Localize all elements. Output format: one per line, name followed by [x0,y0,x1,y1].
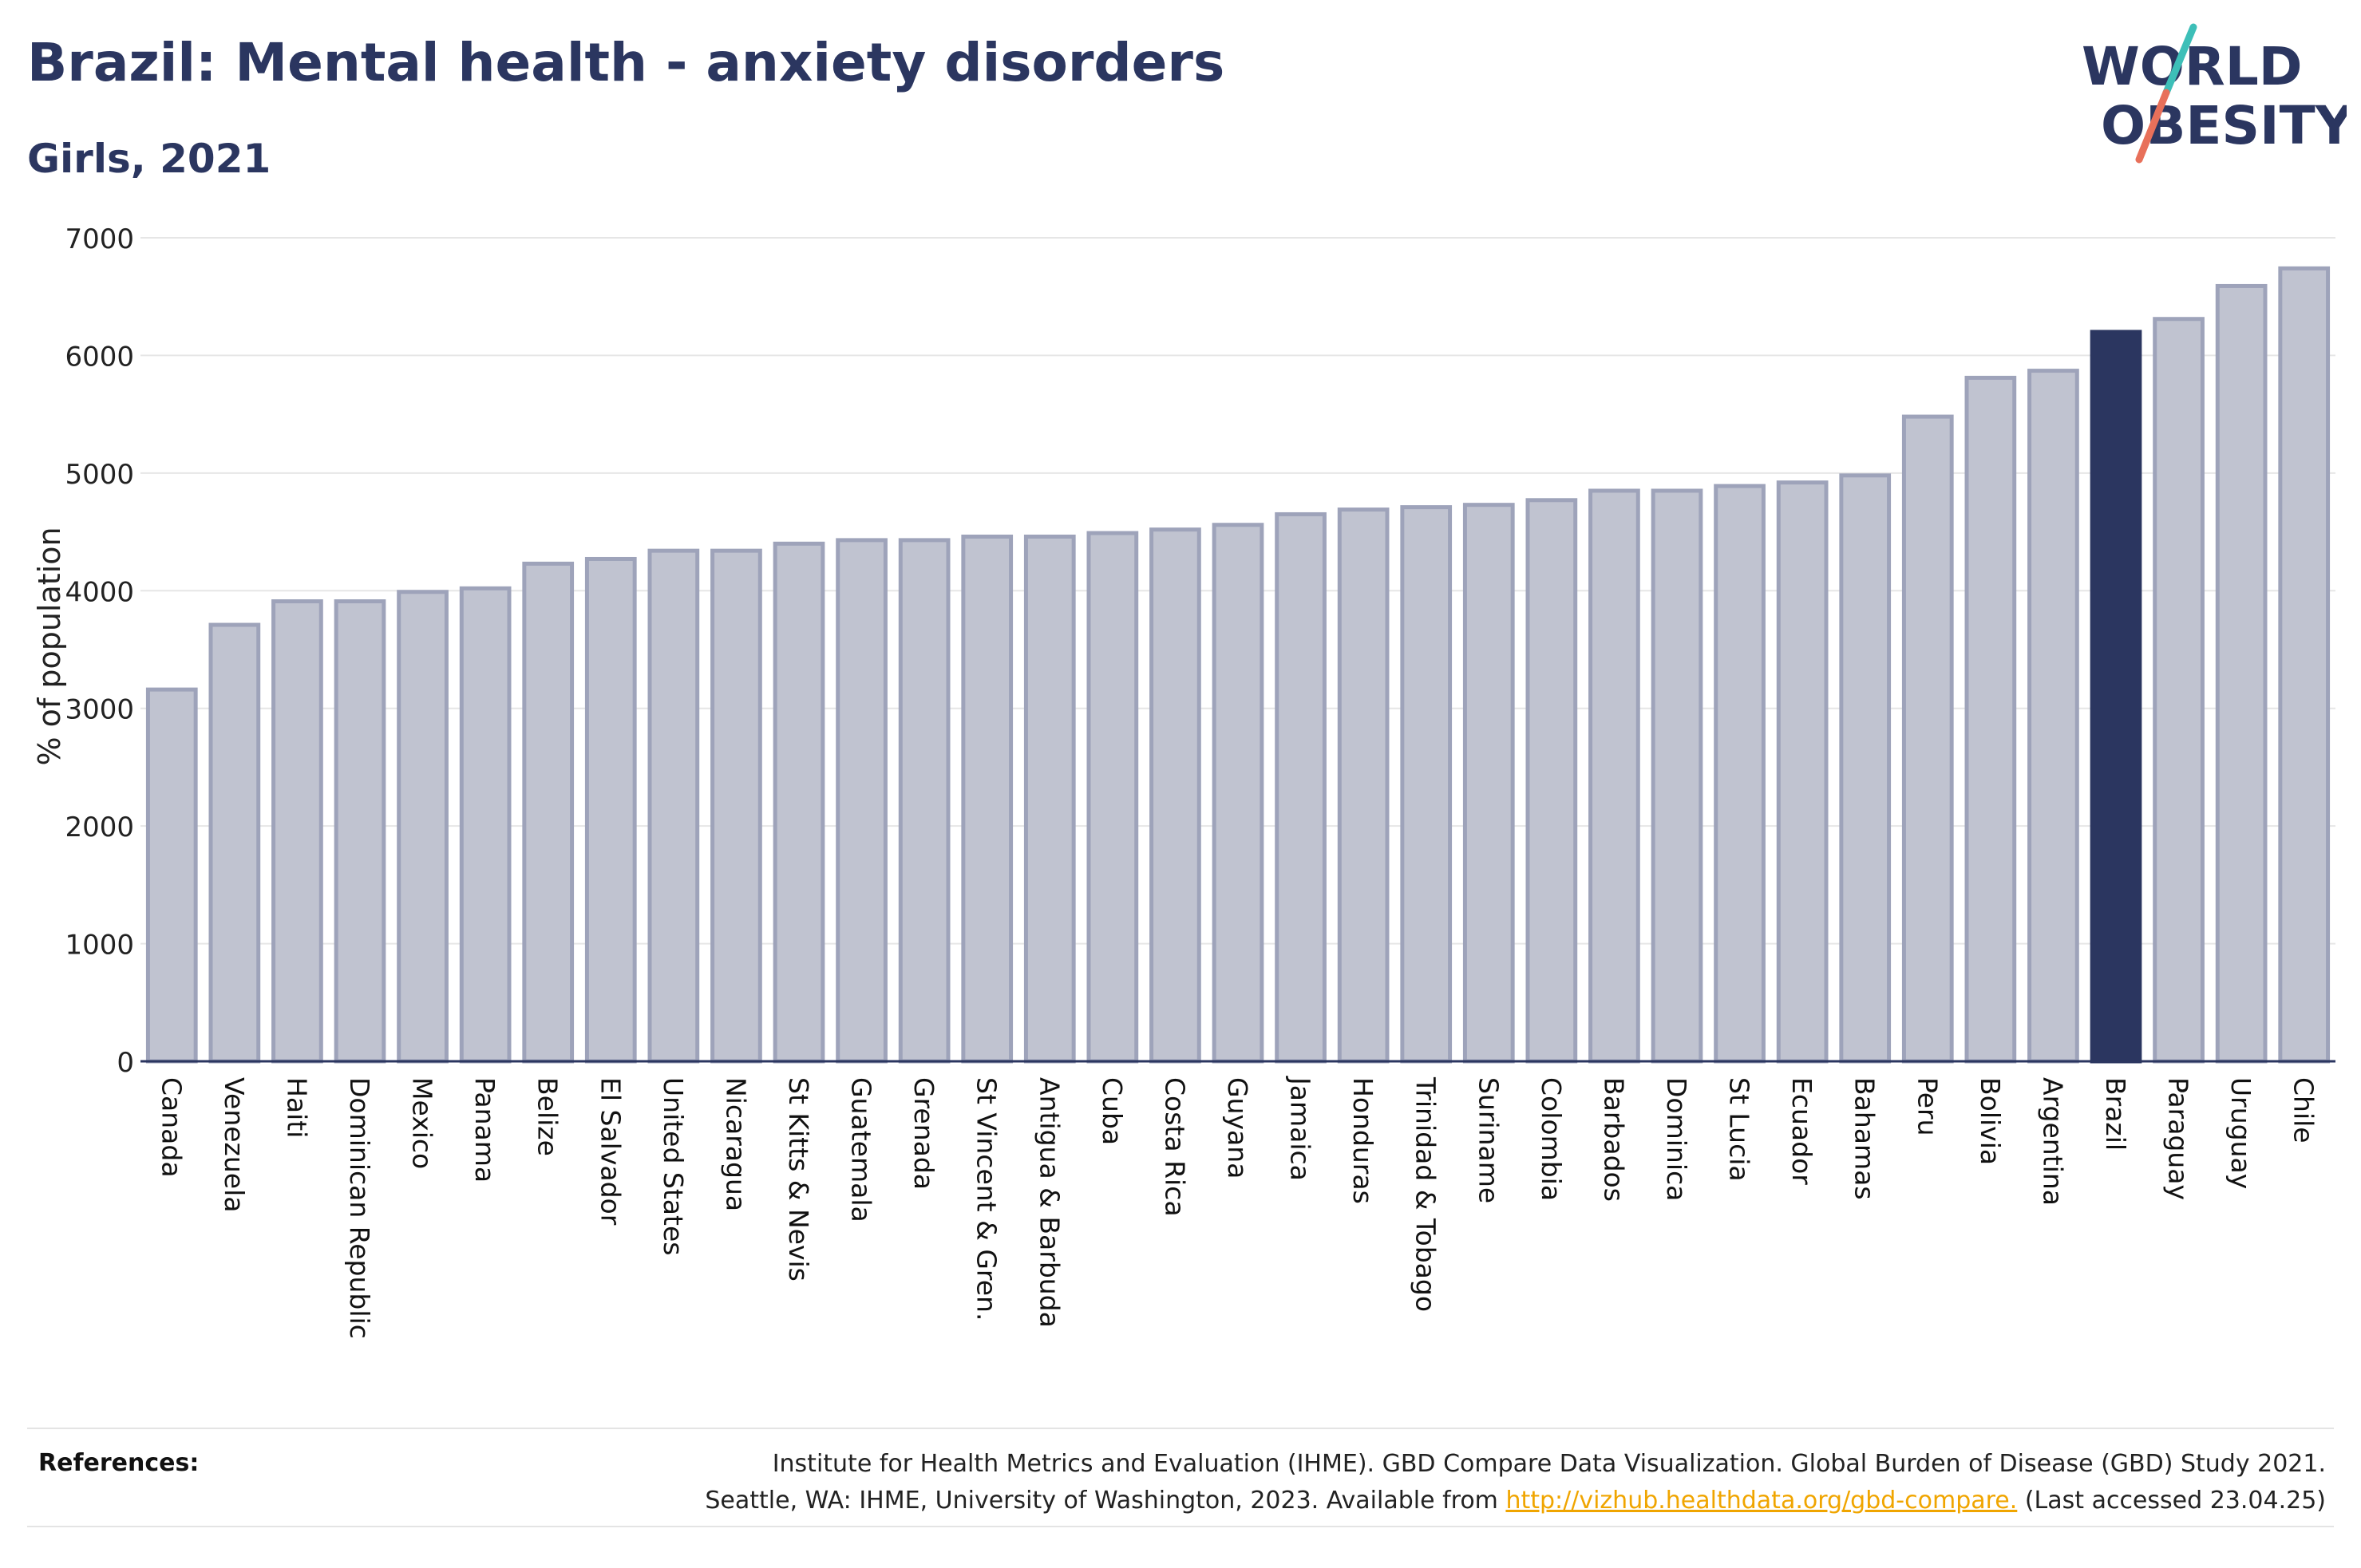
bar-grenada [898,538,951,1064]
bar-st-vincent-gren- [961,534,1014,1064]
x-tick-label: Dominican Republic [344,1077,375,1339]
x-tick-label: Brazil [2100,1077,2131,1151]
x-tick-label: Peru [1912,1077,1943,1136]
x-tick-label: Argentina [2037,1077,2068,1206]
bar-guyana [1212,523,1264,1064]
bar-antigua-barbuda [1023,534,1076,1064]
bar-colombia [1525,498,1578,1064]
y-tick-label: 6000 [65,341,134,373]
x-tick-label: United States [658,1077,689,1255]
x-tick-label: Trinidad & Tobago [1410,1076,1442,1312]
bar-venezuela [208,622,261,1064]
bar-panama [459,586,512,1064]
references-line2-pre: Seattle, WA: IHME, University of Washing… [705,1487,1506,1515]
x-tick-label: Ecuador [1786,1077,1817,1185]
x-tick-label: Chile [2288,1077,2319,1143]
bar-canada [145,687,198,1064]
x-tick-label: Grenada [908,1077,939,1190]
x-tick-label: El Salvador [595,1077,626,1226]
x-tick-label: St Kitts & Nevis [783,1077,814,1282]
bar-uruguay [2215,283,2268,1064]
bar-ecuador [1776,480,1829,1064]
references-label: References: [38,1449,200,1477]
x-tick-label: Costa Rica [1159,1077,1190,1217]
references-line1: Institute for Health Metrics and Evaluat… [772,1450,2326,1478]
x-tick-label: Guyana [1222,1077,1253,1179]
bar-st-lucia [1714,484,1766,1064]
x-tick-label: Venezuela [219,1077,250,1212]
bar-belize [522,561,575,1064]
bar-brazil [2090,330,2142,1064]
y-tick-label: 1000 [65,930,134,962]
bar-honduras [1337,508,1390,1064]
bar-el-salvador [584,556,637,1064]
x-tick-label: Mexico [407,1077,438,1169]
y-axis-label: % of population [32,527,67,766]
y-axis-ticks: 0 1000 2000 3000 4000 5000 6000 7000 [65,223,134,1079]
bar-chile [2278,266,2331,1064]
x-tick-label: Bolivia [1975,1077,2006,1165]
bar-jamaica [1275,511,1327,1064]
x-axis-labels: Canada Venezuela Haiti Dominican Republic Me… [156,1076,2319,1339]
x-tick-label: Guatemala [846,1077,877,1222]
x-tick-label: Honduras [1347,1077,1378,1204]
bar-paraguay [2153,317,2205,1064]
bar-haiti [271,599,323,1064]
x-tick-label: Colombia [1536,1077,1567,1201]
logo-line1: WORLD [2082,36,2303,97]
bar-guatemala [836,538,888,1064]
bar-argentina [2027,369,2079,1064]
logo-slash-top [2162,23,2197,97]
x-tick-label: Haiti [281,1077,312,1138]
y-tick-label: 2000 [65,812,134,843]
x-tick-label: Suriname [1473,1077,1504,1203]
bar-bolivia [1964,375,2017,1064]
world-obesity-logo: WORLD OBESITY [2082,23,2347,164]
x-tick-label: Jamaica [1285,1076,1316,1181]
bar-trinidad-tobago [1400,505,1453,1064]
references-line2: Seattle, WA: IHME, University of Washing… [490,1483,2326,1519]
x-tick-label: Cuba [1097,1077,1128,1145]
references-text: Institute for Health Metrics and Evaluat… [490,1446,2326,1519]
bar-dominican-republic [334,599,386,1064]
y-tick-label: 4000 [65,576,134,608]
x-tick-label: Nicaragua [720,1077,751,1211]
logo-slash-bottom [2135,89,2170,164]
bar-mexico [397,590,449,1064]
bar-peru [1901,414,1954,1064]
bar-united-states [647,548,700,1064]
page-subtitle: Girls, 2021 [27,136,271,182]
x-tick-label: Antigua & Barbuda [1034,1077,1065,1328]
references-bottom-rule [27,1526,2334,1527]
x-tick-label: Belize [532,1077,564,1156]
bar-cuba [1086,531,1139,1064]
bar-st-kitts-nevis [773,541,825,1064]
x-tick-label: St Vincent & Gren. [971,1077,1003,1321]
x-tick-label: Bahamas [1849,1077,1880,1200]
bar-costa-rica [1149,527,1201,1064]
x-tick-label: Barbados [1598,1077,1629,1202]
bar-chart: 0 1000 2000 3000 4000 5000 6000 7000 Canada Vene… [65,223,2335,1339]
x-tick-label: Dominica [1661,1077,1692,1201]
references-top-rule [27,1428,2334,1429]
bar-bahamas [1839,473,1892,1064]
references-line2-post: (Last accessed 23.04.25) [2017,1487,2326,1515]
y-tick-label: 7000 [65,223,134,255]
y-tick-label: 0 [117,1047,134,1079]
references-link[interactable]: http://vizhub.healthdata.org/gbd-compare… [1505,1487,2018,1515]
x-tick-label: Uruguay [2225,1077,2256,1189]
y-tick-label: 5000 [65,459,134,491]
bar-suriname [1462,503,1515,1064]
x-tick-label: Panama [469,1077,500,1183]
bar-nicaragua [710,548,762,1064]
x-tick-label: Canada [156,1077,187,1178]
bar-barbados [1588,488,1640,1064]
y-tick-label: 3000 [65,694,134,726]
bars [145,266,2331,1064]
bar-dominica [1651,488,1703,1064]
page-title: Brazil: Mental health - anxiety disorder… [27,32,1225,93]
x-tick-label: St Lucia [1724,1077,1755,1182]
x-tick-label: Paraguay [2163,1077,2194,1200]
